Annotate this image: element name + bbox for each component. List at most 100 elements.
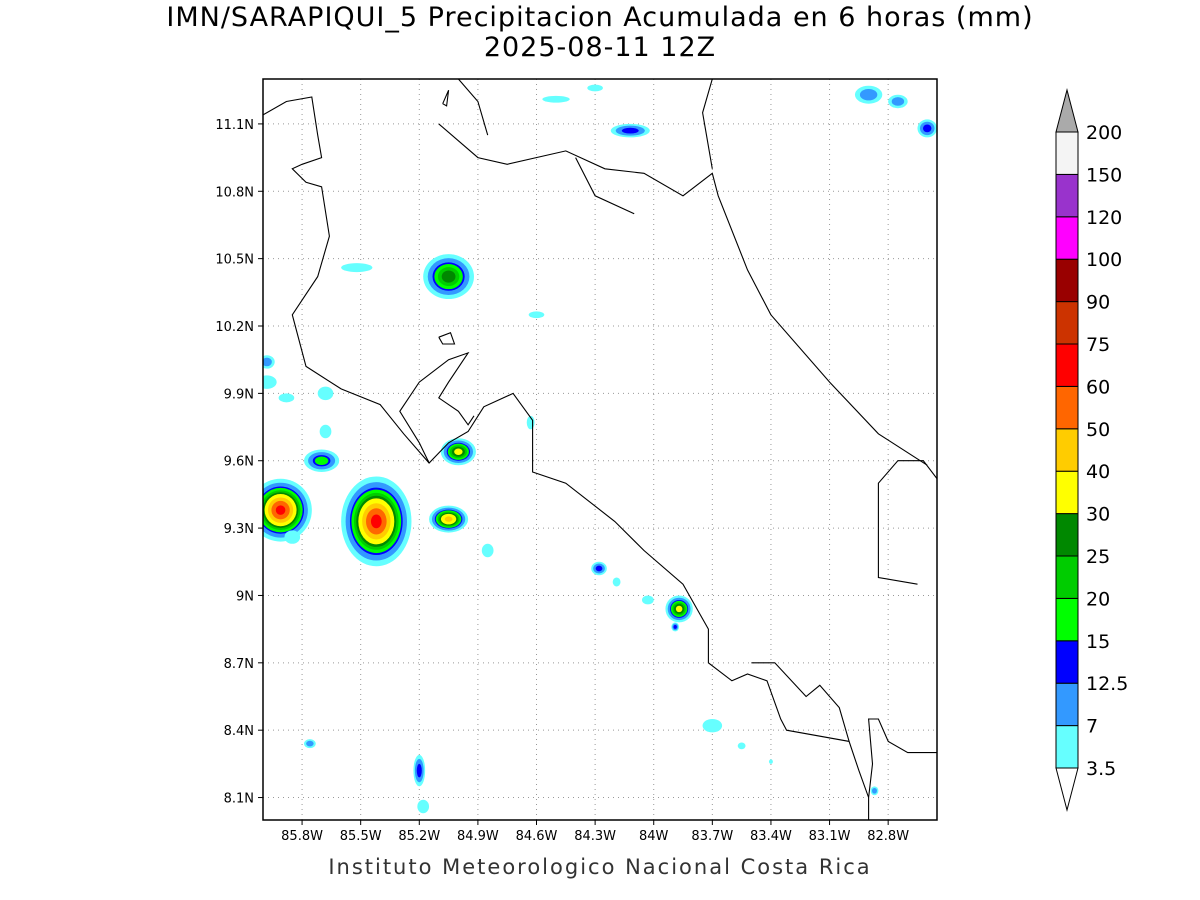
coastline [442, 89, 450, 107]
colorbar-level-label: 120 [1086, 207, 1122, 229]
precip-cell [542, 95, 570, 103]
precip-contour [341, 263, 373, 273]
lat-tick-label: 8.7N [224, 657, 254, 672]
precipitation-field [263, 84, 937, 814]
precip-cell [587, 84, 603, 92]
precip-cell [737, 742, 746, 750]
precip-cell [413, 754, 426, 787]
colorbar-level-label: 15 [1086, 631, 1110, 653]
lat-tick-label: 10.8N [215, 185, 254, 200]
precip-contour [642, 595, 654, 605]
colorbar-level-label: 200 [1086, 122, 1122, 144]
lat-tick-label: 10.5N [215, 253, 254, 268]
lon-tick-label: 84.3W [574, 829, 616, 844]
lon-tick-label: 85.2W [398, 829, 440, 844]
colorbar: 3.5 7 12.5 15 20 25 30 40 50 60 75 90 100 120 150 200 [1055, 88, 1128, 812]
precip-contour [612, 577, 621, 587]
colorbar-swatch [1055, 640, 1079, 684]
precip-cell [854, 85, 883, 104]
precip-cell [423, 254, 474, 300]
lat-tick-label: 8.4N [224, 724, 254, 739]
lon-tick-label: 84.6W [516, 829, 558, 844]
institution-credit: Instituto Meteorologico Nacional Costa R… [328, 855, 872, 879]
coastline [457, 79, 489, 136]
lon-tick-label: 85.8W [281, 829, 323, 844]
colorbar-over-arrow [1055, 88, 1079, 133]
precip-contour [621, 127, 639, 134]
precip-contour [317, 386, 334, 401]
precip-cell [665, 595, 693, 623]
axis-ticks: 11.1N 10.8N 10.5N 10.2N 9.9N 9.6N 9.3N 9N 8.7N 8.… [215, 118, 909, 844]
colorbar-under-arrow [1055, 767, 1079, 812]
precip-cell [278, 393, 295, 403]
colorbar-level-label: 100 [1086, 249, 1122, 271]
colorbar-swatch [1055, 301, 1079, 345]
coastline [438, 331, 456, 345]
precip-contour [859, 89, 878, 101]
precip-cell [317, 386, 334, 401]
precip-cell [429, 505, 469, 533]
precip-cell [888, 94, 908, 109]
colorbar-level-label: 50 [1086, 419, 1110, 441]
lon-tick-label: 83.7W [691, 829, 733, 844]
precip-cell [671, 622, 680, 632]
colorbar-level-label: 40 [1086, 461, 1110, 483]
coastline [575, 157, 635, 215]
precip-cell [440, 438, 476, 466]
colorbar-swatch [1055, 131, 1079, 175]
lat-tick-label: 9.3N [224, 522, 254, 537]
precip-contour [528, 311, 545, 319]
precip-cell [304, 449, 340, 472]
colorbar-swatch [1055, 343, 1079, 387]
grid-lines [263, 79, 937, 820]
precip-contour [872, 787, 877, 794]
colorbar-swatch [1055, 597, 1079, 642]
colorbar-level-label: 30 [1086, 504, 1110, 526]
map-background [263, 79, 937, 820]
precip-cell [702, 718, 723, 733]
precip-contour [444, 516, 453, 522]
precip-contour [319, 424, 332, 439]
precip-contour [416, 763, 422, 778]
precip-contour [595, 565, 603, 572]
lon-tick-label: 82.8W [867, 829, 909, 844]
precip-cell [341, 476, 412, 567]
colorbar-swatch [1055, 216, 1079, 260]
precip-contour [417, 799, 430, 814]
precip-contour [441, 270, 456, 283]
colorbar-swatch [1055, 682, 1079, 727]
lon-tick-label: 84.9W [457, 829, 499, 844]
colorbar-level-label: 75 [1086, 334, 1110, 356]
precip-contour [702, 718, 723, 733]
precip-contour [306, 740, 314, 747]
colorbar-swatch [1055, 428, 1079, 472]
precip-contour [370, 514, 382, 529]
precip-cell [870, 786, 879, 796]
coastline [702, 79, 713, 169]
colorbar-level-label: 3.5 [1086, 758, 1116, 780]
lat-tick-label: 9.9N [224, 387, 254, 402]
precip-contour [275, 505, 286, 515]
precip-cell [263, 355, 275, 369]
colorbar-swatch [1055, 173, 1079, 218]
colorbar-level-label: 25 [1086, 546, 1110, 568]
lon-tick-label: 85.5W [340, 829, 382, 844]
precip-contour [923, 124, 932, 133]
colorbar-level-label: 20 [1086, 588, 1110, 610]
lat-tick-label: 11.1N [215, 118, 254, 133]
colorbar-swatch [1055, 385, 1079, 430]
precip-contour [587, 84, 603, 92]
precip-cell [263, 375, 277, 389]
precip-contour [284, 530, 301, 544]
precip-cell [917, 119, 937, 138]
colorbar-level-label: 12.5 [1086, 673, 1128, 695]
colorbar-level-label: 150 [1086, 164, 1122, 186]
precip-contour [263, 375, 277, 389]
precip-cell [528, 311, 545, 319]
precip-contour [673, 624, 677, 629]
colorbar-level-label: 60 [1086, 376, 1110, 398]
lon-tick-label: 83.4W [750, 829, 792, 844]
coastline [877, 460, 937, 585]
precip-cell [319, 424, 332, 439]
coastline [263, 96, 870, 798]
